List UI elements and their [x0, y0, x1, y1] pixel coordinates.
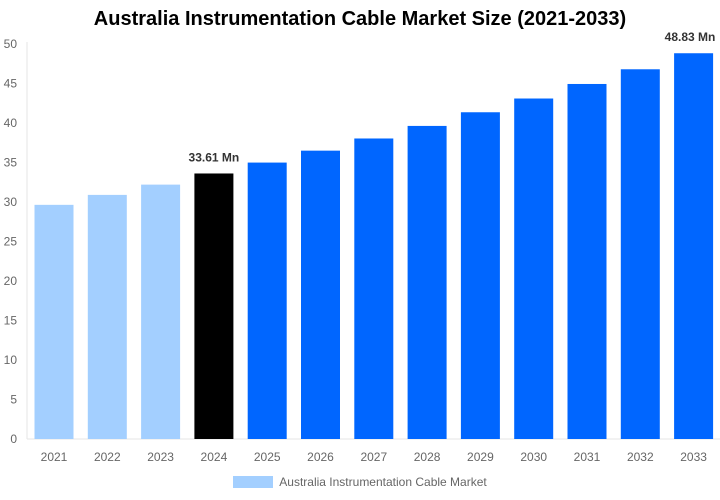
legend-swatch [233, 476, 274, 488]
y-tick-label: 0 [10, 432, 17, 446]
data-label-2033: 48.83 Mn [665, 30, 716, 44]
y-tick-label: 10 [4, 353, 18, 367]
y-tick-label: 40 [4, 116, 18, 130]
x-tick-label: 2026 [307, 450, 334, 464]
legend-label: Australia Instrumentation Cable Market [279, 475, 487, 489]
x-tick-label: 2033 [680, 450, 707, 464]
x-tick-label: 2025 [254, 450, 281, 464]
x-tick-label: 2023 [147, 450, 174, 464]
bar-2022 [87, 194, 127, 439]
bar-2032 [620, 69, 660, 439]
bar-2021 [34, 204, 74, 439]
data-label-2024: 33.61 Mn [189, 150, 240, 164]
bar-2033 [674, 53, 714, 439]
x-tick-label: 2031 [574, 450, 601, 464]
chart-title: Australia Instrumentation Cable Market S… [93, 8, 627, 30]
bar-2023 [141, 184, 181, 439]
y-tick-label: 30 [4, 195, 18, 209]
x-tick-label: 2030 [520, 450, 547, 464]
bar-2026 [301, 150, 340, 439]
bar-2029 [460, 112, 500, 440]
y-tick-label: 35 [4, 156, 18, 170]
bar-2025 [247, 162, 287, 440]
bar-2030 [514, 98, 554, 439]
x-tick-label: 2021 [41, 450, 68, 464]
bar-2028 [407, 125, 447, 439]
y-tick-label: 45 [4, 77, 18, 91]
y-tick-label: 5 [10, 393, 17, 407]
y-tick-label: 50 [4, 37, 18, 51]
x-tick-label: 2028 [414, 450, 441, 464]
x-tick-label: 2027 [360, 450, 387, 464]
bar-2027 [354, 138, 394, 439]
y-tick-label: 20 [4, 274, 18, 288]
legend: Australia Instrumentation Cable Market [0, 475, 720, 489]
x-tick-label: 2022 [94, 450, 121, 464]
x-tick-label: 2032 [627, 450, 654, 464]
bar-2031 [567, 83, 607, 439]
y-tick-label: 15 [4, 314, 18, 328]
y-tick-label: 25 [4, 235, 18, 249]
x-tick-label: 2029 [467, 450, 494, 464]
bar-2024 [194, 173, 234, 439]
x-tick-label: 2024 [201, 450, 228, 464]
